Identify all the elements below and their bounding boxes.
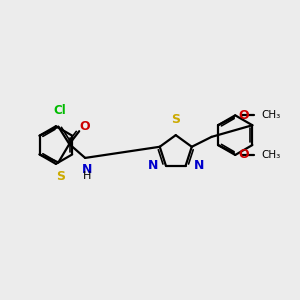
Text: N: N [82,163,92,176]
Text: O: O [239,109,250,122]
Text: CH₃: CH₃ [262,110,281,120]
Text: S: S [56,170,65,183]
Text: O: O [239,148,250,161]
Text: H: H [83,171,91,181]
Text: O: O [80,120,91,133]
Text: N: N [148,159,158,172]
Text: S: S [171,113,180,126]
Text: N: N [194,159,204,172]
Text: CH₃: CH₃ [262,150,281,160]
Text: Cl: Cl [53,104,66,117]
